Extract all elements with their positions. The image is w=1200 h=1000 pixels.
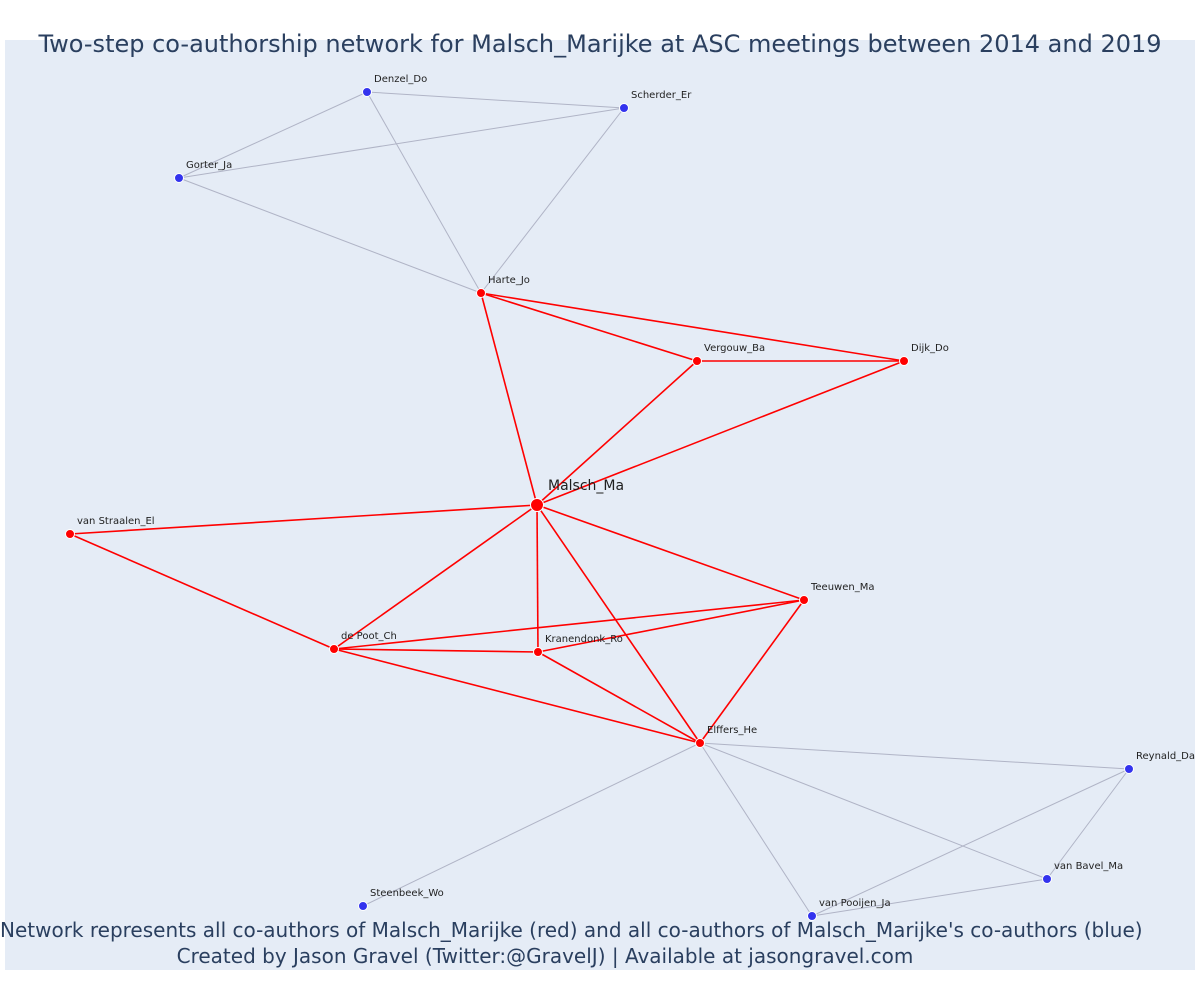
edge-Elffers_He--van-Pooijen_Ja [699, 742, 813, 917]
node-de-Poot_Ch[interactable] [329, 644, 339, 654]
edge-Reynald_Da--van-Bavel_Ma [1046, 768, 1130, 880]
edge-Elffers_He--van-Bavel_Ma [699, 742, 1048, 880]
node-label-Malsch_Ma: Malsch_Ma [548, 478, 624, 494]
edge-van-Bavel_Ma--van-Pooijen_Ja [811, 878, 1048, 917]
nodes-layer [65, 87, 1134, 921]
edge-Malsch_Ma--van-Straalen_El [69, 504, 538, 535]
edge-Malsch_Ma--Elffers_He [536, 504, 701, 744]
node-Vergouw_Ba[interactable] [692, 356, 702, 366]
node-Teeuwen_Ma[interactable] [799, 595, 809, 605]
node-label-Gorter_Ja: Gorter_Ja [186, 160, 232, 171]
edge-Kranendonk_Ro--Elffers_He [537, 651, 701, 744]
node-label-Dijk_Do: Dijk_Do [911, 343, 949, 354]
edge-Malsch_Ma--Teeuwen_Ma [536, 504, 805, 601]
edge-Malsch_Ma--Dijk_Do [536, 360, 905, 506]
edge-Kranendonk_Ro--Teeuwen_Ma [537, 599, 805, 653]
edge-Denzel_Do--Scherder_Er [366, 91, 625, 109]
edge-Harte_Jo--Denzel_Do [366, 91, 482, 294]
edges-layer [69, 91, 1130, 917]
node-Dijk_Do[interactable] [899, 356, 909, 366]
node-Harte_Jo[interactable] [476, 288, 486, 298]
node-label-Vergouw_Ba: Vergouw_Ba [704, 343, 765, 354]
edge-van-Straalen_El--de-Poot_Ch [69, 533, 335, 650]
edge-Harte_Jo--Gorter_Ja [178, 177, 482, 294]
edge-Malsch_Ma--Vergouw_Ba [536, 360, 698, 506]
edge-Elffers_He--Steenbeek_Wo [362, 742, 701, 907]
node-label-Reynald_Da: Reynald_Da [1136, 751, 1195, 762]
node-label-van-Straalen_El: van Straalen_El [77, 516, 155, 527]
edge-Harte_Jo--Scherder_Er [480, 107, 625, 294]
node-label-van-Bavel_Ma: van Bavel_Ma [1054, 861, 1123, 872]
edge-Gorter_Ja--Scherder_Er [178, 107, 625, 179]
edge-de-Poot_Ch--Elffers_He [333, 648, 701, 744]
edge-Harte_Jo--Vergouw_Ba [480, 292, 698, 362]
node-Gorter_Ja[interactable] [174, 173, 184, 183]
caption-line-1: Network represents all co-authors of Mal… [0, 918, 1143, 942]
edge-Malsch_Ma--Harte_Jo [480, 292, 538, 506]
edge-Harte_Jo--Dijk_Do [480, 292, 905, 362]
edge-Teeuwen_Ma--Elffers_He [699, 599, 805, 744]
edge-de-Poot_Ch--Kranendonk_Ro [333, 648, 539, 653]
edge-Elffers_He--Reynald_Da [699, 742, 1130, 770]
node-label-van-Pooijen_Ja: van Pooijen_Ja [819, 898, 891, 909]
edge-de-Poot_Ch--Teeuwen_Ma [333, 599, 805, 650]
node-label-Harte_Jo: Harte_Jo [488, 275, 530, 286]
node-label-Teeuwen_Ma: Teeuwen_Ma [810, 582, 874, 593]
node-van-Straalen_El[interactable] [65, 529, 75, 539]
node-Kranendonk_Ro[interactable] [533, 647, 543, 657]
node-label-Denzel_Do: Denzel_Do [374, 74, 427, 85]
edge-Denzel_Do--Gorter_Ja [178, 91, 368, 179]
node-Reynald_Da[interactable] [1124, 764, 1134, 774]
node-van-Bavel_Ma[interactable] [1042, 874, 1052, 884]
node-Elffers_He[interactable] [695, 738, 705, 748]
node-Steenbeek_Wo[interactable] [358, 901, 368, 911]
node-Scherder_Er[interactable] [619, 103, 629, 113]
caption-line-2: Created by Jason Gravel (Twitter:@Gravel… [176, 944, 914, 968]
node-Denzel_Do[interactable] [362, 87, 372, 97]
node-label-Elffers_He: Elffers_He [707, 725, 757, 736]
edge-Reynald_Da--van-Pooijen_Ja [811, 768, 1130, 917]
node-Malsch_Ma[interactable] [530, 498, 544, 512]
node-label-de-Poot_Ch: de Poot_Ch [341, 631, 397, 642]
node-label-Scherder_Er: Scherder_Er [631, 90, 692, 101]
node-van-Pooijen_Ja[interactable] [807, 911, 817, 921]
edge-Malsch_Ma--Kranendonk_Ro [536, 504, 539, 653]
plot-background [5, 40, 1195, 970]
edge-Malsch_Ma--de-Poot_Ch [333, 504, 538, 650]
chart-title: Two-step co-authorship network for Malsc… [38, 30, 1162, 58]
node-label-Kranendonk_Ro: Kranendonk_Ro [545, 634, 623, 645]
node-label-Steenbeek_Wo: Steenbeek_Wo [370, 888, 444, 899]
